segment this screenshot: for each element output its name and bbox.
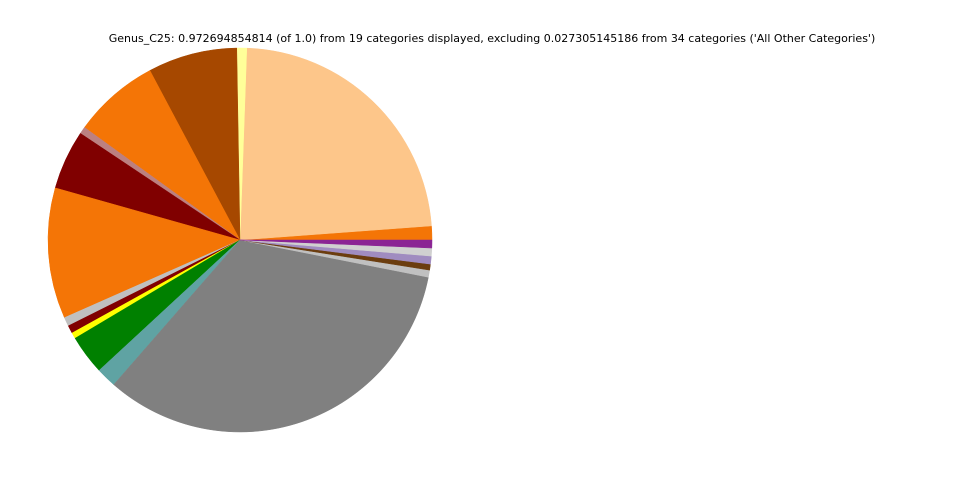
pie-slice	[113, 239, 429, 433]
pie-slice	[239, 47, 432, 241]
pie-slice	[239, 239, 433, 249]
pie-slice	[47, 187, 241, 319]
chart-title: Genus_C25: 0.972694854814 (of 1.0) from …	[109, 32, 876, 45]
